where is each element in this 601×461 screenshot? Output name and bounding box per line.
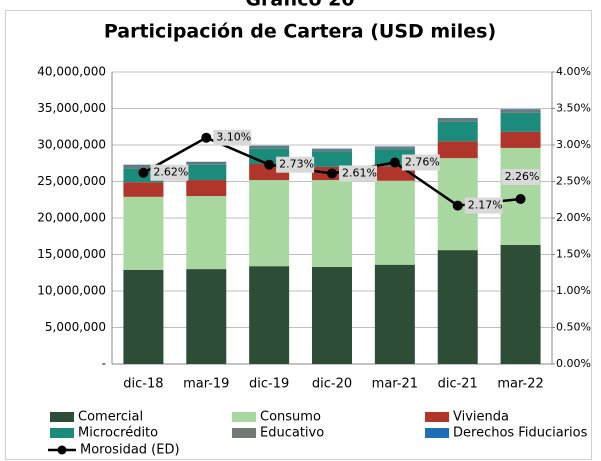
y-tick-label: 10,000,000	[37, 284, 106, 298]
y-tick-label: 20,000,000	[37, 211, 106, 225]
y2-tick-label: 0.00%	[556, 357, 591, 370]
legend-swatch	[232, 428, 256, 438]
chart-title: Participación de Cartera (USD miles)	[104, 21, 496, 43]
bar-segment	[249, 145, 290, 147]
legend-marker	[57, 445, 67, 455]
data-label: 2.73%	[279, 158, 314, 171]
data-label-box	[213, 129, 252, 146]
data-label: 2.26%	[505, 170, 540, 183]
x-tick-label: dic-20	[312, 377, 352, 392]
y2-tick-label: 2.50%	[556, 175, 591, 188]
y-tick-label: 25,000,000	[37, 174, 106, 188]
line-marker	[389, 157, 400, 168]
bar-segment	[123, 269, 164, 364]
bar-segment	[186, 161, 227, 163]
legend-swatch	[50, 428, 74, 438]
bar-segment	[186, 164, 227, 181]
bar-segment	[374, 180, 415, 265]
x-tick-label: mar-19	[183, 377, 229, 392]
bar-segment	[249, 180, 290, 267]
data-label-box	[150, 164, 189, 181]
y2-tick-label: 1.00%	[556, 284, 591, 297]
legend-label: Derechos Fiduciarios	[453, 426, 588, 441]
x-tick-label: mar-22	[497, 377, 543, 392]
data-label-box	[276, 156, 315, 173]
bar-segment	[437, 141, 478, 159]
data-label-box	[339, 165, 377, 182]
bar-segment	[437, 250, 478, 364]
legend-label: Educativo	[260, 426, 324, 441]
bar-segment	[186, 162, 227, 165]
bar-segment	[249, 266, 290, 364]
y2-tick-label: 0.50%	[556, 321, 591, 334]
y2-tick-label: 3.00%	[556, 138, 591, 151]
x-tick-label: dic-21	[438, 377, 478, 392]
y2-tick-label: 3.50%	[556, 102, 591, 115]
bar-segment	[500, 109, 541, 110]
line-marker	[452, 200, 463, 211]
legend-label: Comercial	[78, 410, 143, 425]
legend-swatch	[50, 412, 74, 422]
y-tick-label: 35,000,000	[37, 101, 106, 115]
bar-segment	[500, 112, 541, 132]
legend-label: Vivienda	[453, 410, 509, 425]
bar-segment	[437, 121, 478, 142]
bar-segment	[312, 180, 352, 267]
bar-segment	[123, 196, 164, 270]
legend-label: Microcrédito	[78, 426, 158, 441]
bar-segment	[123, 165, 164, 169]
y2-tick-label: 2.00%	[556, 211, 591, 224]
x-tick-label: dic-19	[249, 377, 289, 392]
y-tick-label: -	[102, 357, 106, 371]
bar-segment	[186, 269, 227, 364]
bar-segment	[374, 264, 415, 364]
bar-segment	[123, 164, 164, 166]
line-marker	[264, 159, 275, 170]
bar-segment	[312, 149, 352, 152]
bar-segment	[374, 147, 415, 150]
bar-segment	[312, 151, 352, 167]
y-tick-label: 40,000,000	[37, 65, 106, 79]
bar-segment	[437, 118, 478, 122]
line-marker	[327, 168, 337, 179]
legend-swatch	[425, 428, 449, 438]
bar-segment	[500, 131, 541, 148]
y-tick-label: 30,000,000	[37, 138, 106, 152]
line-marker	[138, 167, 149, 178]
bar-segment	[249, 146, 290, 149]
line-marker	[515, 194, 526, 205]
legend-label: Morosidad (ED)	[80, 443, 180, 458]
bar-segment	[437, 117, 478, 119]
y-tick-label: 15,000,000	[37, 247, 106, 261]
data-label-box	[464, 197, 503, 214]
legend-swatch	[425, 412, 449, 422]
data-label-box	[501, 169, 540, 186]
data-label: 2.76%	[405, 156, 440, 169]
data-label: 2.61%	[342, 166, 377, 179]
caption: Gráfico 20	[245, 0, 354, 11]
bar-segment	[312, 266, 352, 364]
data-label: 3.10%	[216, 131, 251, 144]
bar-segment	[374, 146, 415, 148]
chart-frame	[5, 10, 592, 460]
bar-segment	[123, 182, 164, 197]
y2-tick-label: 4.00%	[556, 65, 591, 78]
bar-segment	[186, 180, 227, 197]
y-tick-label: 5,000,000	[45, 320, 106, 334]
legend-swatch	[232, 412, 256, 422]
legend-label: Consumo	[260, 410, 321, 425]
line-marker	[201, 132, 212, 143]
data-label: 2.17%	[468, 199, 503, 212]
bar-segment	[500, 109, 541, 113]
data-label-box	[401, 154, 440, 171]
x-tick-label: dic-18	[123, 377, 163, 392]
x-tick-label: mar-21	[372, 377, 418, 392]
y2-tick-label: 1.50%	[556, 248, 591, 261]
bar-segment	[312, 148, 352, 150]
bar-segment	[500, 245, 541, 364]
data-label: 2.62%	[153, 166, 188, 179]
bar-segment	[186, 196, 227, 270]
